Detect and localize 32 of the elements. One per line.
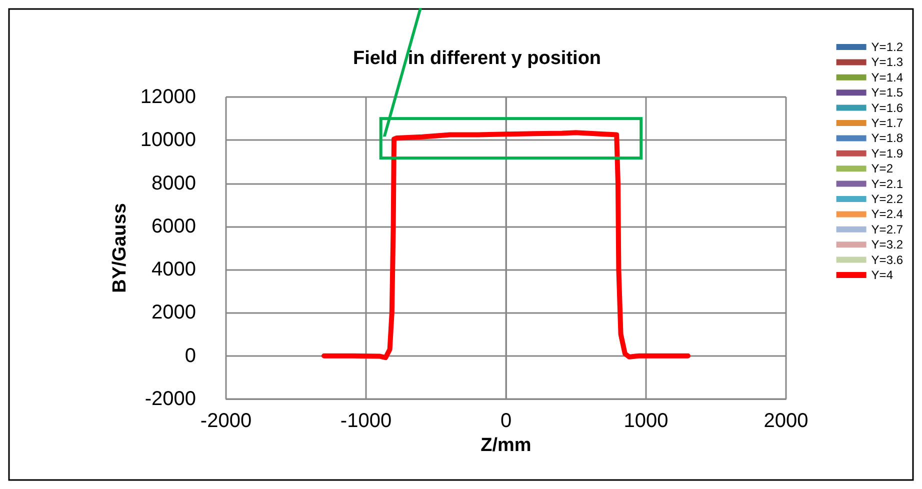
x-axis-title: Z/mm <box>480 434 532 456</box>
y-tick-label: 0 <box>184 344 196 367</box>
y-tick-label: -2000 <box>144 388 196 410</box>
x-tick-label: -1000 <box>340 410 392 432</box>
y-axis-title: BY/Gauss <box>109 203 130 293</box>
y-tick-label: 2000 <box>152 302 196 324</box>
x-tick-label: 1000 <box>624 410 668 432</box>
legend-label: Y=1.7 <box>871 116 904 130</box>
legend-label: Y=2.4 <box>871 207 904 222</box>
legend-label: Y=3.6 <box>871 252 904 267</box>
y-tick-label: 12000 <box>140 86 196 108</box>
legend-label: Y=1.2 <box>871 40 904 54</box>
legend-label: Y=2.2 <box>871 192 904 206</box>
legend-label: Y=2 <box>871 162 894 176</box>
legend-label: Y=1.9 <box>871 146 904 160</box>
legend-label: Y=1.8 <box>871 131 904 146</box>
y-tick-label: 4000 <box>152 258 196 281</box>
x-tick-label: 0 <box>500 410 512 432</box>
legend-label: Y=2.1 <box>871 176 904 191</box>
y-tick-label: 6000 <box>152 215 196 238</box>
legend-label: Y=3.2 <box>871 238 904 252</box>
chart-title: Field in different y position <box>352 48 602 69</box>
y-tick-label: 10000 <box>140 129 196 152</box>
legend-label: Y=1.5 <box>871 86 904 100</box>
legend-label: Y=2.7 <box>871 222 904 236</box>
legend-label: Y=1.6 <box>871 100 904 115</box>
y-tick-label: 8000 <box>152 172 196 194</box>
legend-label: Y=1.3 <box>871 55 904 70</box>
legend-label: Y=4 <box>871 268 894 282</box>
x-tick-label: 2000 <box>764 410 808 432</box>
legend-label: Y=1.4 <box>871 70 904 84</box>
x-tick-label: -2000 <box>200 410 252 432</box>
